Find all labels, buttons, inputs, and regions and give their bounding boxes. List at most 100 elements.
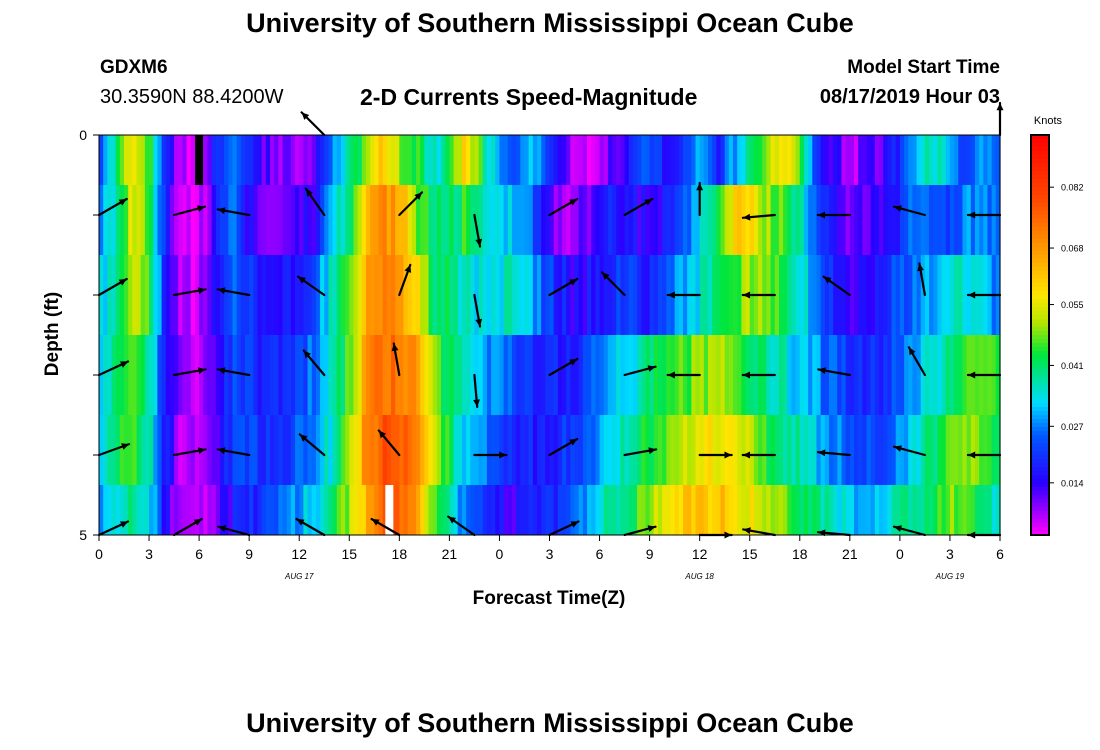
heatmap-cell — [653, 255, 659, 335]
heatmap-cell — [182, 335, 188, 415]
heatmap-cell — [103, 135, 108, 185]
heatmap-cell — [849, 255, 855, 335]
heatmap-cell — [449, 335, 455, 415]
vector-head — [647, 525, 656, 532]
x-tick-label: 9 — [245, 546, 253, 562]
heatmap-cell — [499, 135, 505, 185]
heatmap-cell — [261, 255, 267, 335]
heatmap-cell — [712, 415, 717, 485]
heatmap-cell — [194, 255, 200, 335]
heatmap-cell — [199, 255, 204, 335]
colorbar-segment — [1031, 243, 1049, 248]
colorbar-segment — [1031, 483, 1049, 488]
heatmap-cell — [699, 335, 705, 415]
heatmap-cell — [833, 485, 838, 535]
x-tick-label: 3 — [546, 546, 554, 562]
heatmap-cell — [507, 415, 513, 485]
x-tick-label: 18 — [792, 546, 808, 562]
colorbar-segment — [1031, 155, 1049, 160]
heatmap-cell — [987, 135, 993, 185]
missing-data-markers — [195, 135, 394, 535]
heatmap-cell — [816, 485, 822, 535]
heatmap-cell — [958, 135, 964, 185]
vector-head — [894, 205, 902, 212]
heatmap-cell — [265, 415, 271, 485]
heatmap-cell — [428, 185, 434, 255]
vector-head — [742, 451, 750, 459]
heatmap-cell — [207, 255, 213, 335]
heatmap-cell — [912, 185, 918, 255]
current-vector — [966, 211, 1002, 219]
heatmap-cell — [682, 185, 688, 255]
heatmap-cell — [311, 185, 317, 255]
heatmap-cell — [390, 415, 396, 485]
heatmap-cell — [349, 335, 355, 415]
heatmap-cell — [453, 415, 459, 485]
heatmap-cell — [461, 485, 467, 535]
heatmap-cell — [340, 485, 346, 535]
heatmap-cell — [361, 185, 367, 255]
vector-head — [696, 183, 704, 191]
heatmap-cell — [599, 415, 605, 485]
heatmap-cell — [132, 255, 138, 335]
heatmap-cell — [866, 185, 872, 255]
vector-head — [968, 451, 976, 459]
heatmap-cell — [566, 485, 571, 535]
heatmap-cell — [916, 255, 922, 335]
heatmap-cell — [795, 415, 801, 485]
heatmap-cell — [457, 335, 463, 415]
heatmap-cell — [824, 255, 830, 335]
heatmap-cell — [282, 135, 288, 185]
heatmap-cell — [632, 485, 638, 535]
vector-head — [118, 279, 127, 286]
heatmap-cell — [520, 335, 526, 415]
colorbar-segment — [1031, 479, 1049, 484]
heatmap-cell — [657, 185, 663, 255]
heatmap-cell — [428, 255, 434, 335]
heatmap-cell — [574, 415, 580, 485]
heatmap-cell — [499, 335, 505, 415]
heatmap-cell — [620, 255, 626, 335]
heatmap-cell — [340, 255, 346, 335]
heatmap-cell — [194, 335, 200, 415]
colorbar-segment — [1031, 423, 1049, 428]
heatmap-cell — [858, 185, 863, 255]
heatmap-cell — [119, 485, 125, 535]
heatmap-cell — [253, 135, 259, 185]
heatmap-cell — [340, 185, 346, 255]
current-vector — [295, 517, 326, 537]
heatmap-cell — [774, 415, 780, 485]
heatmap-cell — [407, 255, 413, 335]
current-vector — [742, 527, 776, 537]
heatmap-cell — [516, 485, 521, 535]
heatmap-cell — [336, 485, 342, 535]
current-vector — [741, 451, 776, 459]
heatmap-cell — [228, 415, 234, 485]
current-vector — [816, 211, 851, 219]
current-vector — [97, 197, 128, 217]
colorbar-segment — [1031, 255, 1049, 260]
heatmap-cell — [603, 335, 609, 415]
heatmap-cell — [286, 135, 292, 185]
heatmap-cell — [215, 335, 221, 415]
heatmap-cell — [245, 135, 250, 185]
current-vector — [698, 451, 733, 459]
heatmap-cell — [662, 135, 667, 185]
heatmap-cell — [332, 485, 338, 535]
heatmap-cell — [962, 415, 968, 485]
heatmap-cell — [278, 415, 284, 485]
heatmap-cell — [566, 415, 571, 485]
heatmap-cell — [879, 485, 884, 535]
heatmap-cell — [428, 415, 434, 485]
heatmap-cell — [687, 415, 692, 485]
heatmap-cell — [466, 415, 471, 485]
colorbar-segment — [1031, 199, 1049, 204]
heatmap-cell — [361, 135, 367, 185]
heatmap-cell — [257, 415, 263, 485]
heatmap-cell — [866, 415, 872, 485]
heatmap-cell — [599, 335, 605, 415]
heatmap-cell — [149, 485, 154, 535]
heatmap-cell — [728, 185, 734, 255]
heatmap-cell — [286, 415, 292, 485]
heatmap-cell — [249, 335, 254, 415]
